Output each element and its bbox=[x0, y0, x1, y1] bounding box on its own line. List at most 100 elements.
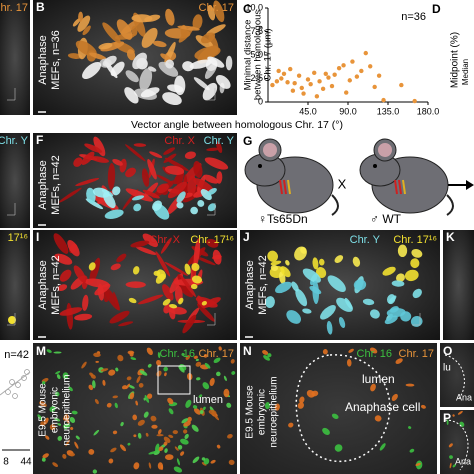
chromosome bbox=[145, 432, 149, 437]
data-point bbox=[347, 78, 352, 83]
chromosome bbox=[208, 409, 217, 416]
chromosome bbox=[107, 163, 116, 190]
data-point bbox=[279, 76, 284, 81]
y-tick-label: 10.0 bbox=[245, 2, 263, 12]
chromosome bbox=[128, 384, 135, 389]
chromosome bbox=[207, 5, 216, 21]
chromosome bbox=[288, 422, 294, 428]
chromosome bbox=[156, 183, 169, 194]
chromosome bbox=[280, 266, 291, 278]
label: MEFs, n=42 bbox=[50, 255, 62, 315]
chromosome bbox=[191, 424, 199, 432]
label: P bbox=[443, 411, 451, 425]
chromosome bbox=[410, 316, 423, 327]
chromosome bbox=[75, 435, 80, 440]
chromosome bbox=[139, 370, 148, 376]
chromosome bbox=[136, 375, 141, 383]
chromosome bbox=[74, 313, 93, 321]
chromosome bbox=[140, 87, 160, 98]
chromosome bbox=[53, 351, 62, 354]
chromosome bbox=[153, 40, 167, 48]
chromosome bbox=[352, 256, 361, 267]
chromosome bbox=[132, 266, 140, 275]
cell-outline bbox=[444, 354, 465, 401]
label: Anaphase bbox=[37, 260, 49, 310]
chromosome bbox=[318, 258, 325, 266]
chromosome bbox=[285, 260, 290, 266]
data-point bbox=[359, 68, 364, 74]
chromosome bbox=[270, 264, 279, 271]
label: M bbox=[36, 344, 46, 358]
label: 8 bbox=[3, 457, 9, 468]
chromosome bbox=[369, 309, 380, 319]
chromosome bbox=[267, 250, 278, 262]
label: lumen bbox=[362, 372, 395, 386]
chromosome bbox=[93, 136, 106, 157]
chromosome bbox=[55, 370, 61, 375]
label: Anaphase bbox=[37, 160, 49, 210]
image-panel bbox=[240, 343, 437, 474]
label: MEFs, n=42 bbox=[257, 255, 269, 315]
label: Anaphase bbox=[244, 260, 256, 310]
chromosome bbox=[194, 46, 221, 60]
label: Anaphase cell bbox=[345, 400, 420, 414]
chromosome bbox=[408, 426, 412, 429]
label: B bbox=[36, 0, 45, 14]
chromosome bbox=[116, 253, 127, 263]
chromosome bbox=[133, 434, 137, 438]
chromosome bbox=[151, 424, 158, 429]
chromosome bbox=[452, 464, 456, 468]
chromosome bbox=[382, 266, 396, 276]
data-point bbox=[341, 63, 346, 68]
chromosome bbox=[180, 451, 185, 456]
x-tick-label: 90.0 bbox=[339, 106, 357, 116]
data-point bbox=[363, 50, 368, 56]
chromosome bbox=[141, 168, 150, 187]
chromosome bbox=[162, 284, 174, 301]
chromosome bbox=[160, 237, 172, 254]
chromosome bbox=[212, 249, 222, 265]
chromosome bbox=[150, 415, 157, 422]
chromosome bbox=[103, 192, 116, 209]
chromosome bbox=[39, 401, 47, 407]
x-tick-label: 135.0 bbox=[377, 106, 400, 116]
chromosome bbox=[410, 258, 420, 269]
mouse-eye bbox=[373, 164, 377, 168]
chromosome bbox=[344, 297, 353, 309]
chromosome bbox=[286, 310, 302, 324]
y-tick-label: 7.5 bbox=[250, 26, 263, 36]
chromosome bbox=[193, 408, 201, 415]
chromosome bbox=[300, 247, 307, 254]
chromosome bbox=[169, 304, 178, 309]
chromosome bbox=[137, 419, 145, 426]
chromosome bbox=[391, 393, 398, 401]
chromosome bbox=[322, 427, 330, 435]
label: 44 bbox=[20, 457, 32, 468]
chromosome bbox=[210, 459, 216, 464]
chromosome bbox=[106, 402, 112, 408]
chromosome bbox=[391, 280, 405, 287]
chromosome bbox=[192, 405, 198, 409]
label: MEFs, n=42 bbox=[50, 155, 62, 215]
chromosome bbox=[142, 189, 160, 199]
chromosome bbox=[108, 369, 116, 376]
chromosome bbox=[72, 18, 81, 27]
chromosome bbox=[302, 268, 321, 283]
chromosome bbox=[126, 49, 136, 61]
chromosome bbox=[397, 244, 408, 258]
data-point bbox=[270, 82, 275, 88]
data-point bbox=[288, 66, 293, 72]
image-panel bbox=[440, 410, 474, 474]
arrow-head bbox=[466, 180, 474, 190]
chromosome bbox=[457, 410, 463, 415]
chromosome bbox=[133, 143, 147, 147]
chromosome bbox=[207, 56, 225, 68]
chromosome bbox=[133, 462, 140, 470]
chromosome bbox=[114, 402, 118, 409]
chromosome bbox=[384, 315, 398, 325]
label: lu bbox=[443, 363, 451, 374]
chromosome bbox=[143, 411, 149, 418]
chromosome bbox=[187, 416, 192, 423]
plot-dot bbox=[9, 379, 15, 385]
trend-line bbox=[0, 371, 31, 396]
